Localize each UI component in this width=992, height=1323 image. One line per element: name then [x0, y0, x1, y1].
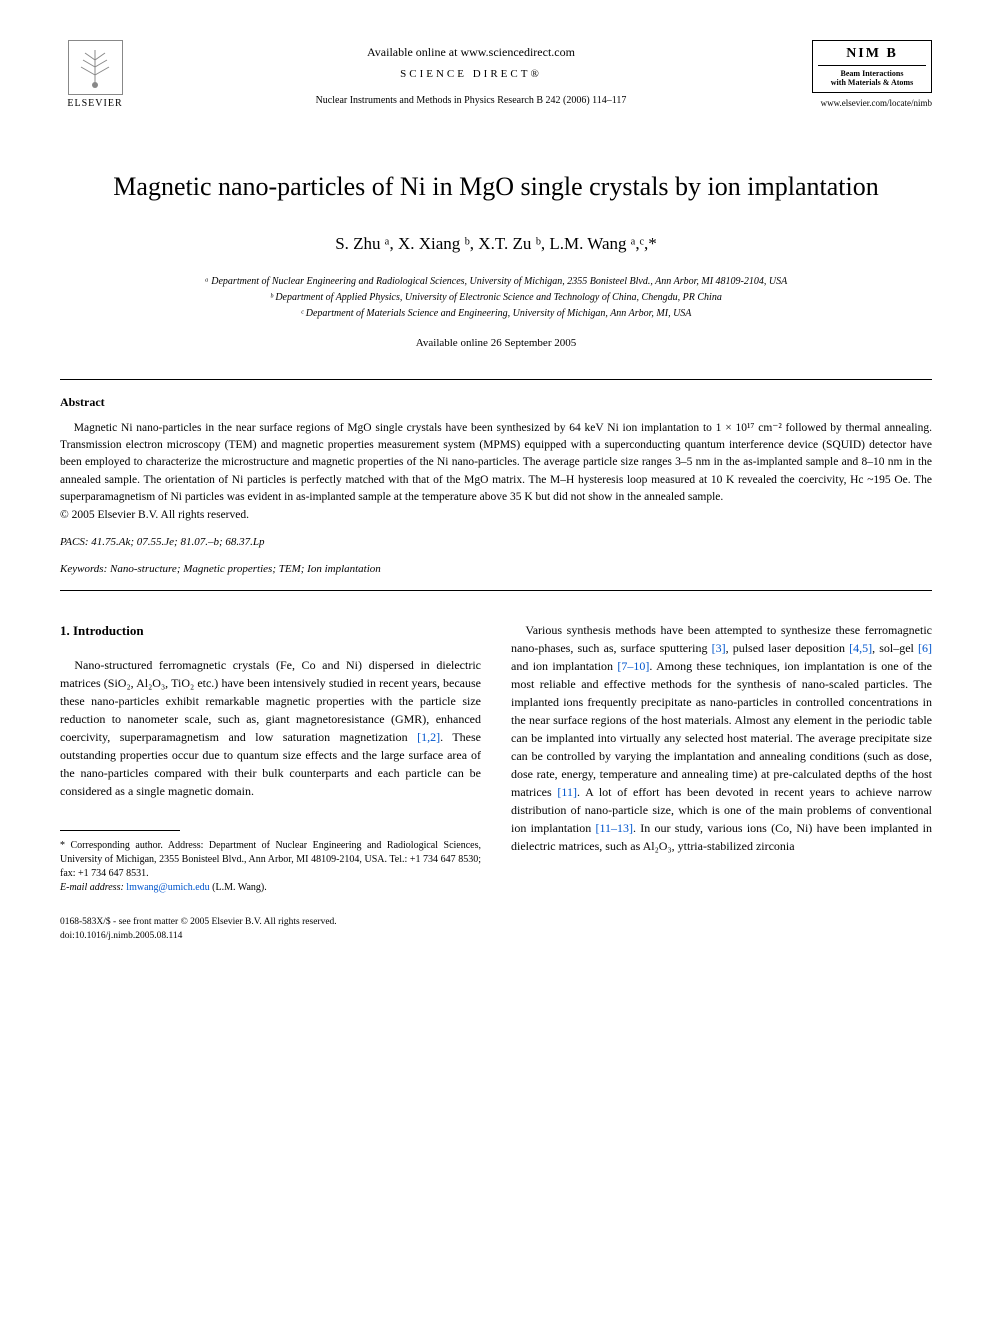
email-footnote: E-mail address: lmwang@umich.edu (L.M. W… [60, 881, 481, 895]
paper-title: Magnetic nano-particles of Ni in MgO sin… [60, 170, 932, 204]
publication-date: Available online 26 September 2005 [60, 337, 932, 349]
citation-link[interactable]: [11] [557, 785, 577, 799]
nimb-title: NIM B [818, 46, 926, 66]
author-list: S. Zhu ᵃ, X. Xiang ᵇ, X.T. Zu ᵇ, L.M. Wa… [60, 234, 932, 254]
citation-link[interactable]: [11–13] [596, 821, 634, 835]
header-center: Available online at www.sciencedirect.co… [130, 40, 812, 106]
science-direct-logo: SCIENCE DIRECT® [130, 68, 812, 80]
citation-link[interactable]: [7–10] [617, 659, 649, 673]
affiliation-b: ᵇ Department of Applied Physics, Univers… [60, 290, 932, 306]
elsevier-tree-icon [68, 40, 123, 95]
elsevier-logo: ELSEVIER [60, 40, 130, 120]
nimb-logo-block: NIM B Beam Interactions with Materials &… [812, 40, 932, 108]
footer-copyright: 0168-583X/$ - see front matter © 2005 El… [60, 915, 481, 929]
nimb-subtitle-2: with Materials & Atoms [818, 78, 926, 87]
footnote-separator [60, 830, 180, 831]
intro-paragraph-2: Various synthesis methods have been atte… [511, 621, 932, 855]
abstract-body: Magnetic Ni nano-particles in the near s… [60, 420, 932, 506]
citation-link[interactable]: [3] [712, 641, 726, 655]
right-column: Various synthesis methods have been atte… [511, 621, 932, 943]
affiliations: ᵃ Department of Nuclear Engineering and … [60, 274, 932, 322]
nimb-url: www.elsevier.com/locate/nimb [812, 98, 932, 108]
abstract-heading: Abstract [60, 395, 932, 410]
citation-link[interactable]: [1,2] [417, 730, 440, 744]
affiliation-a: ᵃ Department of Nuclear Engineering and … [60, 274, 932, 290]
pacs-codes: PACS: 41.75.Ak; 07.55.Je; 81.07.–b; 68.3… [60, 536, 932, 548]
divider [60, 379, 932, 380]
keywords: Keywords: Nano-structure; Magnetic prope… [60, 563, 932, 575]
intro-paragraph-1: Nano-structured ferromagnetic crystals (… [60, 656, 481, 800]
citation-link[interactable]: [4,5] [849, 641, 872, 655]
copyright-line: © 2005 Elsevier B.V. All rights reserved… [60, 509, 932, 521]
journal-reference: Nuclear Instruments and Methods in Physi… [130, 95, 812, 106]
page-header: ELSEVIER Available online at www.science… [60, 40, 932, 120]
body-columns: 1. Introduction Nano-structured ferromag… [60, 621, 932, 943]
affiliation-c: ᶜ Department of Materials Science and En… [60, 306, 932, 322]
footer-info: 0168-583X/$ - see front matter © 2005 El… [60, 915, 481, 944]
section-heading: 1. Introduction [60, 621, 481, 641]
elsevier-label: ELSEVIER [67, 98, 122, 109]
divider [60, 590, 932, 591]
email-link[interactable]: lmwang@umich.edu [126, 882, 209, 893]
available-online-text: Available online at www.sciencedirect.co… [130, 45, 812, 60]
citation-link[interactable]: [6] [918, 641, 932, 655]
left-column: 1. Introduction Nano-structured ferromag… [60, 621, 481, 943]
nimb-subtitle-1: Beam Interactions [818, 69, 926, 78]
doi: doi:10.1016/j.nimb.2005.08.114 [60, 929, 481, 943]
corresponding-author-footnote: * Corresponding author. Address: Departm… [60, 839, 481, 881]
